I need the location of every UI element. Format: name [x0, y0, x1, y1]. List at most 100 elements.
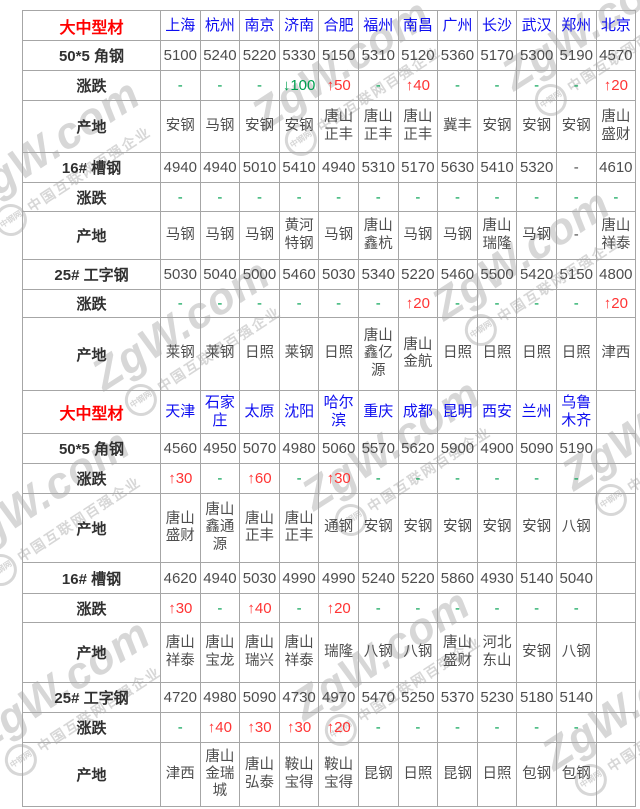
origin-cell: 马钢: [516, 211, 557, 260]
change-flat-cell: -: [160, 289, 201, 318]
change-up-cell: ↑30: [278, 712, 320, 743]
city-header[interactable]: 石家庄: [199, 390, 241, 434]
city-header[interactable]: 武汉: [516, 10, 557, 41]
change-row: 涨跌 ↑30- ↑60- ↑30- - - - - -: [22, 463, 637, 494]
change-flat-cell: -: [516, 593, 557, 623]
city-header[interactable]: 哈尔滨: [318, 390, 359, 434]
price-cell: 5060: [318, 433, 359, 464]
empty-cell: [595, 742, 637, 807]
price-cell: -: [555, 152, 597, 183]
price-cell: 5900: [437, 433, 478, 464]
city-header[interactable]: 长沙: [476, 10, 518, 41]
price-row: 16# 槽钢 4620 4940 5030 4990 4990 5240 5220 5860 49…: [22, 562, 637, 594]
origin-cell: 安钢: [160, 100, 201, 153]
section-header-row: 大中型材 上海 杭州 南京 济南 合肥 福州 南昌 广州 长沙 武汉 郑州 北京: [22, 10, 637, 41]
city-header[interactable]: 沈阳: [278, 390, 320, 434]
city-header[interactable]: 南昌: [397, 10, 439, 41]
city-header[interactable]: 合肥: [318, 10, 359, 41]
change-flat-cell: -: [357, 593, 399, 623]
empty-header-cell: [595, 390, 637, 434]
empty-cell: [595, 562, 637, 594]
price-cell: 5340: [357, 259, 399, 290]
change-flat-cell: -: [555, 289, 597, 318]
city-header[interactable]: 济南: [278, 10, 320, 41]
change-up-cell: ↑20: [397, 289, 439, 318]
price-cell: 5070: [239, 433, 280, 464]
change-flat-cell: -: [516, 182, 557, 212]
price-cell: 5360: [437, 40, 478, 71]
price-cell: 5010: [239, 152, 280, 183]
price-cell: 5030: [318, 259, 359, 290]
price-cell: 4940: [160, 152, 201, 183]
price-row: 16# 槽钢 4940 4940 5010 5410 4940 5310 5170 5630 54…: [22, 152, 637, 183]
city-header[interactable]: 西安: [476, 390, 518, 434]
section-title: 大中型材: [22, 10, 161, 41]
city-header[interactable]: 兰州: [516, 390, 557, 434]
price-cell: 5090: [239, 682, 280, 713]
origin-cell: 安钢: [476, 100, 518, 153]
city-header[interactable]: 广州: [437, 10, 478, 41]
origin-cell: 通钢: [318, 493, 359, 563]
city-header[interactable]: 福州: [357, 10, 399, 41]
price-cell: 4970: [318, 682, 359, 713]
change-row: 涨跌 ↑30- ↑40- ↑20- - - - - -: [22, 593, 637, 623]
row-label: 50*5 角钢: [22, 40, 161, 71]
change-flat-cell: -: [199, 463, 241, 494]
origin-cell: 八钢: [555, 622, 597, 683]
change-flat-cell: -: [357, 182, 399, 212]
origin-cell: 瑞隆: [318, 622, 359, 683]
change-flat-cell: -: [160, 70, 201, 101]
origin-cell: 马钢: [239, 211, 280, 260]
origin-cell: 日照: [318, 317, 359, 391]
change-row: 涨跌 - - - ↓100 ↑50- ↑40- - - - ↑20: [22, 70, 637, 101]
price-cell: 5250: [397, 682, 439, 713]
change-up-cell: ↑30: [318, 463, 359, 494]
origin-cell: 八钢: [357, 622, 399, 683]
row-label: 产地: [22, 622, 161, 683]
price-cell: 4620: [160, 562, 201, 594]
change-up-cell: ↑30: [239, 712, 280, 743]
price-cell: 5410: [278, 152, 320, 183]
change-flat-cell: -: [199, 70, 241, 101]
change-flat-cell: -: [476, 463, 518, 494]
origin-cell: 安钢: [437, 493, 478, 563]
price-cell: 5300: [516, 40, 557, 71]
city-header[interactable]: 重庆: [357, 390, 399, 434]
origin-row: 产地 津西 唐山金瑞城 唐山弘泰 鞍山宝得 鞍山宝得 昆钢 日照 昆钢 日照 包钢 包钢: [22, 742, 637, 807]
city-header[interactable]: 上海: [160, 10, 201, 41]
price-cell: 4990: [318, 562, 359, 594]
change-flat-cell: -: [239, 289, 280, 318]
origin-cell: 日照: [397, 742, 439, 807]
price-cell: 5150: [555, 259, 597, 290]
origin-cell: 八钢: [555, 493, 597, 563]
price-cell: 5240: [199, 40, 241, 71]
origin-cell: 昆钢: [437, 742, 478, 807]
price-cell: 5220: [397, 259, 439, 290]
origin-cell: 安钢: [516, 100, 557, 153]
city-header[interactable]: 郑州: [555, 10, 597, 41]
change-flat-cell: -: [357, 70, 399, 101]
change-flat-cell: -: [555, 70, 597, 101]
origin-cell: 八钢: [397, 622, 439, 683]
change-flat-cell: -: [476, 70, 518, 101]
city-header[interactable]: 昆明: [437, 390, 478, 434]
origin-cell: 唐山弘泰: [239, 742, 280, 807]
price-cell: 4800: [595, 259, 637, 290]
price-cell: 5190: [555, 433, 597, 464]
city-header[interactable]: 太原: [239, 390, 280, 434]
row-label: 产地: [22, 317, 161, 391]
city-header[interactable]: 天津: [160, 390, 201, 434]
origin-cell: 唐山祥泰: [160, 622, 201, 683]
price-cell: 5030: [160, 259, 201, 290]
city-header[interactable]: 北京: [595, 10, 637, 41]
price-cell: 5150: [318, 40, 359, 71]
empty-cell: [595, 463, 637, 494]
city-header[interactable]: 成都: [397, 390, 439, 434]
row-label: 产地: [22, 742, 161, 807]
city-header[interactable]: 乌鲁木齐: [555, 390, 597, 434]
city-header[interactable]: 杭州: [199, 10, 241, 41]
section-title: 大中型材: [22, 390, 161, 434]
origin-row: 产地 唐山盛财 唐山鑫通源 唐山正丰 唐山正丰 通钢 安钢 安钢 安钢 安钢 安钢 八钢: [22, 493, 637, 563]
city-header[interactable]: 南京: [239, 10, 280, 41]
origin-cell: 唐山鑫亿源: [357, 317, 399, 391]
